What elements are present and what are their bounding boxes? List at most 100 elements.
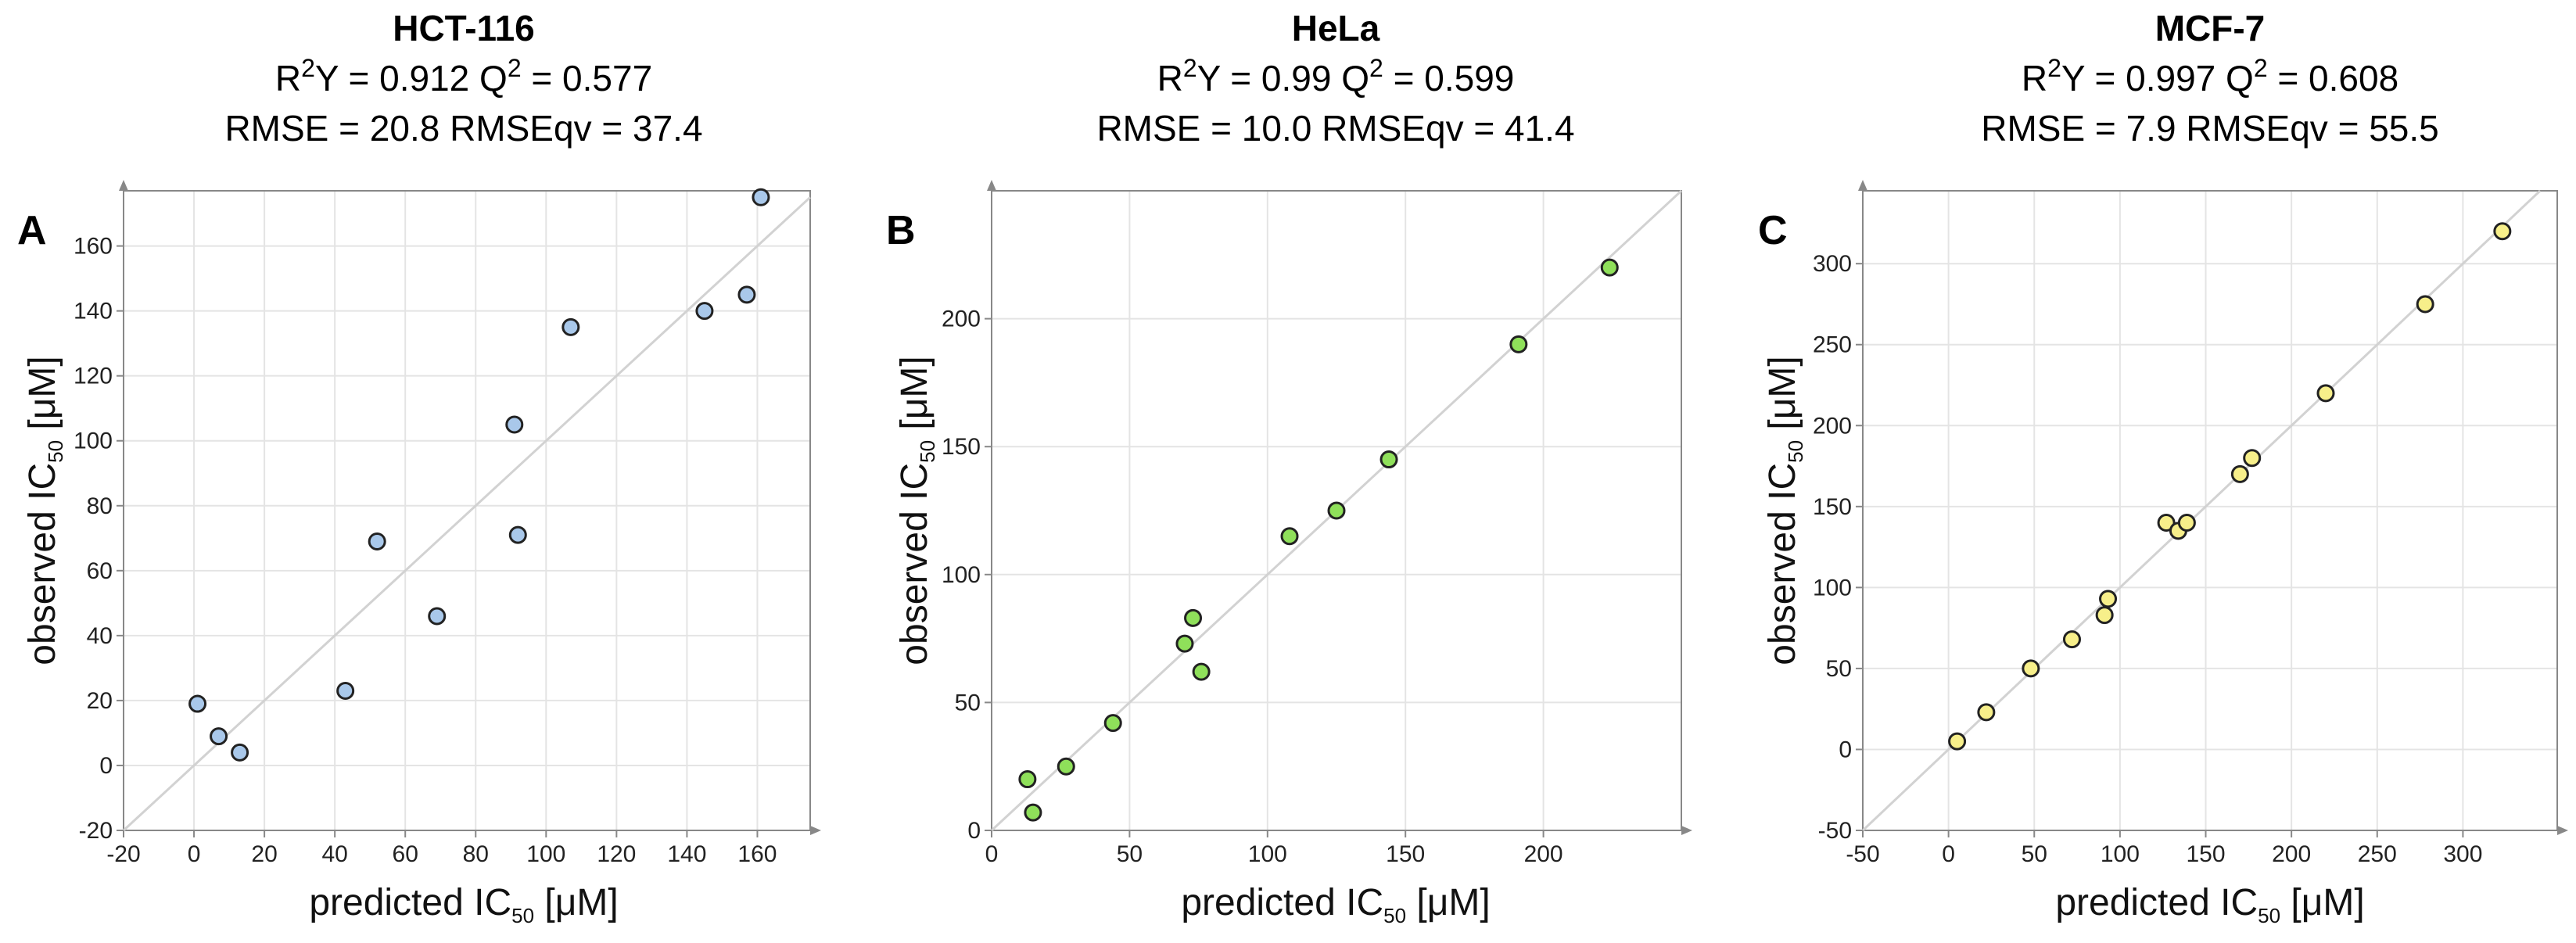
x-axis-label: predicted IC50 [μM] — [2055, 882, 2364, 927]
data-point — [1509, 335, 1528, 353]
data-point — [2316, 384, 2335, 403]
x-tick-label: 50 — [1117, 841, 1143, 867]
x-tick-label: 200 — [2272, 841, 2311, 867]
y-axis-label: observed IC50 [μM] — [1762, 356, 1807, 665]
data-point — [1192, 662, 1211, 681]
data-point — [1184, 608, 1203, 627]
x-tick-label: 20 — [251, 841, 277, 867]
stats-line-rmse: RMSE = 10.0 RMSEqv = 41.4 — [1096, 108, 1574, 149]
y-axis-arrow — [1858, 180, 1867, 191]
x-tick-label: 80 — [463, 841, 489, 867]
x-tick-label: 140 — [667, 841, 706, 867]
data-point — [2416, 295, 2434, 314]
y-tick-label: 150 — [942, 434, 981, 460]
x-tick-label: 50 — [2022, 841, 2047, 867]
y-tick-label: -20 — [79, 818, 113, 844]
identity-line — [122, 196, 812, 832]
x-tick-label: 100 — [1248, 841, 1287, 867]
data-point — [1977, 703, 1996, 722]
data-point — [1600, 258, 1619, 277]
chart-title: HeLa — [1292, 8, 1380, 48]
data-point — [2243, 449, 2262, 468]
x-tick-label: 100 — [2101, 841, 2140, 867]
y-tick-label: 120 — [74, 364, 113, 389]
chart-panel-a: HCT-116 R2Y = 0.912 Q2 = 0.577 RMSE = 20.8… — [17, 8, 821, 927]
chart-panel-b: HeLa R2Y = 0.99 Q2 = 0.599 RMSE = 10.0 RMS… — [886, 8, 1692, 927]
y-tick-label: 140 — [74, 299, 113, 324]
x-tick-label: 40 — [321, 841, 347, 867]
x-tick-label: 0 — [188, 841, 201, 867]
data-point — [1379, 450, 1398, 469]
data-point — [210, 727, 228, 746]
data-point — [2493, 222, 2512, 241]
data-point — [1057, 757, 1075, 776]
data-point — [1018, 770, 1037, 789]
y-tick-label: 40 — [87, 623, 113, 649]
plot-frame — [123, 190, 811, 831]
data-point — [231, 743, 249, 762]
data-point — [505, 415, 524, 434]
panel-letter: C — [1758, 208, 1788, 253]
data-point — [752, 188, 770, 206]
y-tick-label: 200 — [1813, 413, 1852, 439]
stats-line-rmse: RMSE = 7.9 RMSEqv = 55.5 — [1981, 108, 2439, 149]
x-axis-arrow — [810, 826, 821, 835]
x-tick-label: 100 — [526, 841, 565, 867]
data-point — [1024, 803, 1042, 822]
y-tick-label: 50 — [1826, 656, 1852, 682]
y-tick-label: 250 — [1813, 332, 1852, 358]
data-point — [188, 694, 207, 713]
x-tick-label: 0 — [1942, 841, 1955, 867]
y-tick-label: 60 — [87, 558, 113, 584]
y-tick-label: 100 — [1813, 575, 1852, 601]
y-tick-label: 0 — [99, 753, 113, 779]
data-point — [561, 317, 580, 336]
y-tick-label: 0 — [967, 818, 981, 844]
y-axis-label: observed IC50 [μM] — [22, 356, 67, 665]
chart-title: HCT-116 — [393, 8, 535, 48]
data-point — [336, 681, 355, 700]
chart-title: MCF-7 — [2155, 8, 2266, 48]
y-tick-label: 20 — [87, 688, 113, 714]
x-tick-label: -50 — [1846, 841, 1879, 867]
x-axis-label: predicted IC50 [μM] — [1181, 882, 1490, 927]
data-point — [695, 302, 714, 321]
x-tick-label: 150 — [1386, 841, 1425, 867]
data-point — [2062, 630, 2081, 649]
x-tick-label: 300 — [2443, 841, 2482, 867]
y-tick-label: 50 — [955, 690, 981, 715]
x-tick-label: 200 — [1524, 841, 1563, 867]
plot-frame — [991, 190, 1682, 831]
y-tick-label: 150 — [1813, 494, 1852, 520]
x-axis-arrow — [1681, 826, 1692, 835]
chart-panel-c: MCF-7 R2Y = 0.997 Q2 = 0.608 RMSE = 7.9 RM… — [1758, 8, 2568, 927]
data-point — [1175, 634, 1194, 653]
y-axis-arrow — [119, 180, 128, 191]
stats-line-r2-q2: R2Y = 0.912 Q2 = 0.577 — [275, 54, 652, 99]
data-point — [2095, 606, 2114, 625]
stats-line-r2-q2: R2Y = 0.99 Q2 = 0.599 — [1157, 54, 1515, 99]
y-tick-label: 200 — [942, 307, 981, 332]
y-tick-label: 0 — [1839, 737, 1852, 762]
x-tick-label: 160 — [737, 841, 777, 867]
data-point — [2177, 514, 2196, 532]
x-tick-label: -20 — [106, 841, 140, 867]
x-axis-label: predicted IC50 [μM] — [309, 882, 618, 927]
y-tick-label: 160 — [74, 234, 113, 260]
y-tick-label: -50 — [1818, 818, 1852, 844]
x-tick-label: 0 — [985, 841, 999, 867]
data-point — [2099, 590, 2118, 608]
data-point — [508, 525, 527, 544]
y-axis-arrow — [987, 180, 996, 191]
stats-line-r2-q2: R2Y = 0.997 Q2 = 0.608 — [2022, 54, 2398, 99]
stats-line-rmse: RMSE = 20.8 RMSEqv = 37.4 — [224, 108, 702, 149]
y-axis-label: observed IC50 [μM] — [894, 356, 939, 665]
x-tick-label: 60 — [393, 841, 418, 867]
data-point — [428, 607, 447, 626]
data-point — [1327, 501, 1346, 520]
y-tick-label: 100 — [942, 562, 981, 588]
data-point — [1280, 527, 1299, 546]
y-tick-label: 80 — [87, 493, 113, 519]
y-tick-label: 100 — [74, 428, 113, 454]
